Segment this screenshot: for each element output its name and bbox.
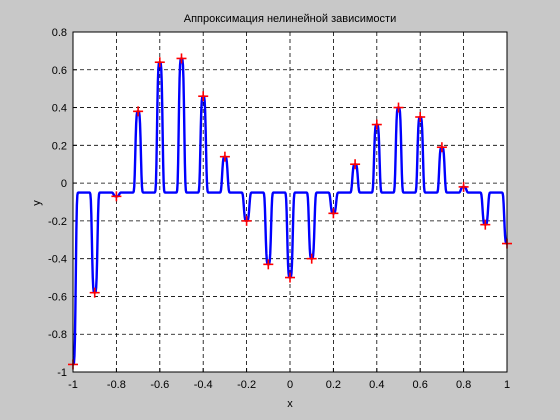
y-tick-label: 0.4	[52, 103, 67, 115]
data-point-marker	[371, 119, 382, 130]
y-axis-label: y	[31, 200, 43, 206]
y-tick-label: 0.8	[52, 27, 67, 39]
data-point-marker	[480, 219, 491, 230]
data-point-marker	[154, 57, 165, 68]
data-point-marker	[219, 151, 230, 162]
x-tick-labels: -1 -0.8 -0.6 -0.4 -0.2 0 0.2 0.4 0.6 0.8 1	[68, 379, 510, 391]
x-tick-label: -1	[68, 379, 78, 391]
x-tick-label: 1	[504, 379, 510, 391]
data-point-marker	[111, 191, 122, 202]
data-point-marker	[285, 272, 295, 283]
x-tick-label: -0.2	[237, 379, 256, 391]
data-point-marker	[263, 259, 274, 270]
x-tick-label: 0	[287, 379, 293, 391]
chart-title: Аппроксимация нелинейной зависимости	[184, 13, 396, 25]
y-tick-label: 0	[61, 178, 67, 190]
data-point-marker	[458, 181, 469, 192]
x-tick-label: 0.6	[413, 379, 428, 391]
x-tick-label: 0.8	[456, 379, 471, 391]
data-point-marker	[436, 142, 447, 153]
y-tick-label: -1	[57, 367, 67, 379]
data-point-marker	[89, 287, 100, 298]
y-tick-label: 0.6	[52, 65, 67, 77]
x-tick-label: -0.6	[150, 379, 169, 391]
x-tick-label: -0.8	[107, 379, 126, 391]
axes-frame	[72, 31, 508, 373]
data-point-marker	[350, 159, 361, 170]
data-point-marker	[133, 106, 144, 117]
y-tick-label: -0.8	[48, 329, 67, 341]
data-point-marker	[415, 112, 426, 122]
data-point-marker	[306, 253, 317, 264]
data-point-marker	[328, 208, 339, 219]
y-tick-label: -0.4	[48, 254, 67, 266]
data-point-marker	[393, 102, 404, 113]
y-tick-label: 0.2	[52, 140, 67, 152]
x-tick-label: -0.4	[194, 379, 213, 391]
data-point-marker	[176, 53, 187, 64]
y-tick-label: -0.2	[48, 216, 67, 228]
x-tick-label: 0.2	[326, 379, 341, 391]
data-point-marker	[198, 91, 209, 102]
data-point-marker	[241, 215, 252, 226]
x-tick-label: 0.4	[369, 379, 384, 391]
y-tick-label: -0.6	[48, 291, 67, 303]
y-tick-labels: -1 -0.8 -0.6 -0.4 -0.2 0 0.2 0.4 0.6 0.8	[48, 27, 67, 379]
x-axis-label: x	[287, 398, 293, 410]
